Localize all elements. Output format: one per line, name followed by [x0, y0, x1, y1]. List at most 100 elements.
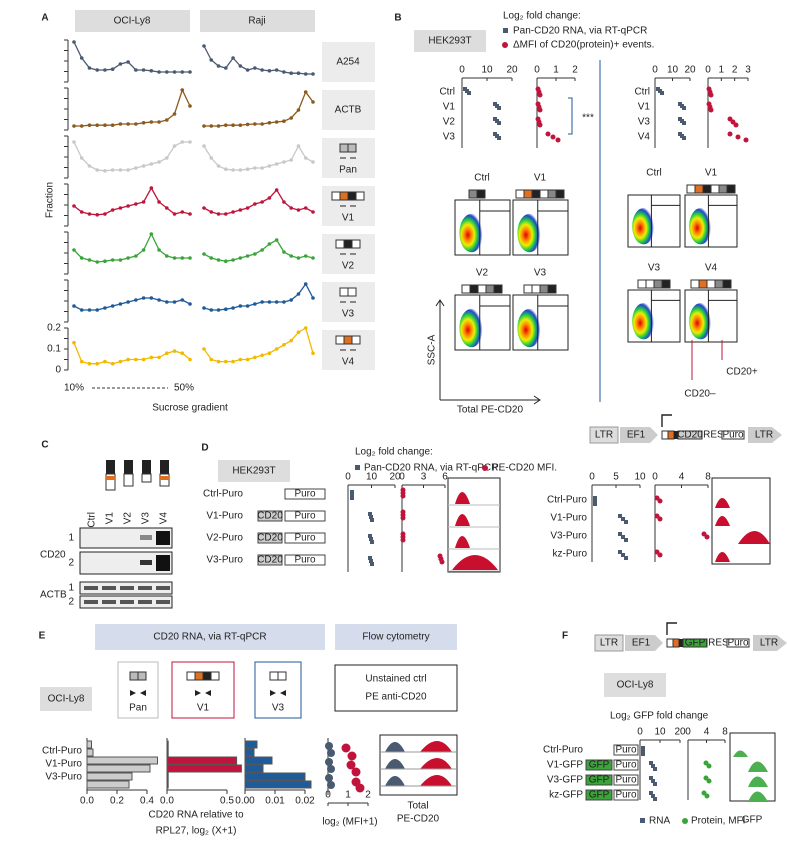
- label: V1-Puro: [45, 759, 82, 770]
- bar: [244, 780, 312, 789]
- label: Ctrl: [474, 173, 490, 184]
- label: V1-GFP: [547, 760, 583, 771]
- trace-point: [274, 300, 279, 304]
- trace-point: [296, 330, 301, 335]
- label: V3: [534, 268, 547, 279]
- box: [682, 136, 686, 140]
- trace-point: [126, 122, 130, 126]
- trace-point: [274, 188, 279, 192]
- construct-glyph: [531, 284, 541, 294]
- construct-glyph: [343, 239, 353, 249]
- trace-point: [157, 248, 161, 252]
- box: [613, 759, 639, 771]
- trace-point: [224, 212, 228, 216]
- label: A: [41, 13, 48, 24]
- label: 2: [68, 558, 74, 569]
- bar: [166, 748, 169, 757]
- trace-point: [224, 307, 228, 312]
- construct-glyph: [653, 279, 663, 289]
- trace-point: [303, 90, 308, 94]
- bar: [86, 740, 92, 749]
- flow-legend-box: [334, 664, 458, 712]
- label: CD20: [40, 550, 66, 561]
- box: [653, 782, 657, 786]
- trace-point: [188, 70, 192, 74]
- row-label-box: [322, 90, 375, 130]
- construct-glyph: [210, 671, 220, 681]
- label: C: [41, 440, 48, 451]
- label: 10: [634, 472, 646, 483]
- trace-point: [110, 168, 115, 172]
- label: 10: [654, 727, 666, 738]
- box: [497, 121, 501, 125]
- box: [594, 634, 624, 652]
- trace-point: [72, 140, 76, 144]
- flow-cloud: [459, 213, 484, 253]
- label: 0: [705, 65, 711, 76]
- trace-point: [238, 256, 243, 260]
- trace-point: [149, 120, 154, 124]
- band: [102, 586, 116, 590]
- label: PE anti-CD20: [365, 692, 427, 703]
- trace-point: [103, 68, 107, 72]
- dot: [537, 122, 543, 128]
- box: [368, 556, 372, 560]
- box: [624, 556, 628, 560]
- trace-point: [224, 359, 228, 364]
- label: Flow cytometry: [362, 632, 429, 643]
- box: [257, 554, 283, 566]
- trace: [74, 88, 191, 127]
- bar: [244, 772, 306, 781]
- label: Total: [407, 801, 428, 812]
- trace: [73, 342, 191, 365]
- box: [649, 791, 653, 795]
- label: 0: [685, 727, 691, 738]
- label: V1: [443, 102, 456, 113]
- trace-point: [79, 124, 84, 128]
- label: 1: [553, 65, 559, 76]
- label: Puro: [294, 489, 316, 500]
- label: V4: [159, 512, 170, 525]
- trace-point: [87, 361, 92, 366]
- label: GFP: [589, 775, 610, 786]
- box: [653, 767, 657, 771]
- band: [156, 586, 170, 590]
- trace-point: [311, 210, 315, 214]
- label: Ctrl: [634, 87, 650, 98]
- box: [721, 430, 745, 440]
- bar: [166, 756, 238, 765]
- trace-point: [118, 122, 123, 126]
- trace-point: [274, 238, 279, 242]
- trace-point: [282, 70, 286, 74]
- dot: [657, 552, 663, 558]
- box: [369, 559, 373, 563]
- label: Puro: [727, 638, 749, 649]
- label: Ctrl-Puro: [543, 745, 583, 756]
- construct-glyph: [277, 671, 287, 681]
- box: [677, 430, 703, 440]
- box: [649, 761, 653, 765]
- trace-point: [95, 213, 99, 217]
- trace-point: [165, 70, 169, 74]
- trace-point: [282, 200, 286, 204]
- label: LTR: [755, 430, 773, 441]
- trace-point: [103, 123, 107, 127]
- trace-point: [303, 72, 308, 76]
- label: D: [201, 443, 208, 454]
- label: CD20: [677, 430, 703, 441]
- trace-point: [311, 100, 315, 104]
- dot: [327, 765, 335, 773]
- construct-glyph: [690, 279, 700, 289]
- trace-point: [79, 56, 84, 60]
- dot: [545, 131, 551, 137]
- box: [123, 473, 134, 487]
- trace-point: [296, 292, 301, 296]
- label: F: [562, 631, 568, 642]
- trace-point: [289, 206, 294, 210]
- box: [667, 430, 675, 440]
- label: Puro: [615, 775, 637, 786]
- label: Pan-CD20 RNA, via RT-qPCR: [513, 26, 647, 37]
- trace-point: [253, 355, 257, 360]
- histogram: [455, 514, 470, 526]
- construct-glyph: [702, 184, 712, 194]
